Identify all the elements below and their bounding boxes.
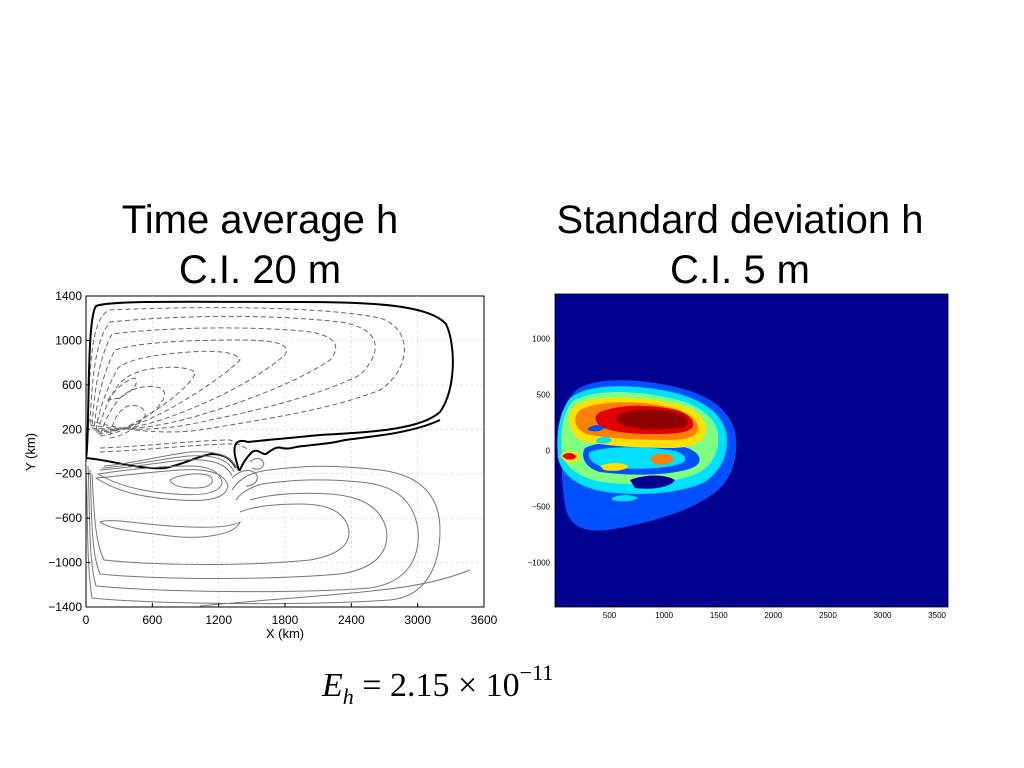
blob-orange-mid xyxy=(650,453,674,465)
left-ytick-label: 1000 xyxy=(55,333,82,347)
pos-contour-12 xyxy=(231,470,258,487)
right-xtick-label: 2500 xyxy=(819,611,837,620)
right-xtick-label: 2000 xyxy=(764,611,782,620)
blob-yellow-mid xyxy=(600,463,628,471)
left-grid xyxy=(86,296,484,607)
pos-contour-9 xyxy=(99,459,233,477)
left-title-line1: Time average h xyxy=(121,198,399,242)
equation-base: 10 xyxy=(485,667,520,704)
left-xtick-label: 0 xyxy=(83,613,90,627)
pos-contour-8 xyxy=(169,473,213,489)
right-axis-ticks: 500 1000 1500 2000 2500 3000 3500 1000 500 0 −500 −… xyxy=(528,335,947,620)
level-darkred xyxy=(616,409,688,430)
right-ytick-label: 500 xyxy=(537,391,551,400)
right-ytick-label: −500 xyxy=(532,502,551,511)
neg-contour-2 xyxy=(89,315,376,430)
neg-contour-1 xyxy=(87,307,405,433)
pos-contour-14 xyxy=(199,569,471,607)
neg-contour-7 xyxy=(99,385,166,437)
equation-equals: = xyxy=(362,667,382,704)
left-xtick-label: 1200 xyxy=(205,613,232,627)
right-title-line2: C.I. 5 m xyxy=(669,248,811,292)
pos-contour-3 xyxy=(89,469,388,579)
left-x-axis-label: X (km) xyxy=(266,626,304,641)
right-ytick-label: −1000 xyxy=(528,558,551,567)
left-ytick-label: −1400 xyxy=(48,600,82,614)
left-ytick-label: −1000 xyxy=(48,556,82,570)
neg-contour-9 xyxy=(106,377,137,401)
left-title-line2: C.I. 20 m xyxy=(178,248,342,292)
blob-cyan-left xyxy=(596,437,612,444)
left-chart-title: Time average h C.I. 20 m xyxy=(60,195,460,295)
right-chart-title: Standard deviation h C.I. 5 m xyxy=(540,195,940,295)
equation-exponent: −11 xyxy=(519,660,554,685)
equation-mantissa: 2.15 xyxy=(389,667,450,704)
pos-contour-1 xyxy=(86,461,441,605)
right-xtick-label: 1500 xyxy=(710,611,728,620)
pos-contour-7 xyxy=(97,465,223,496)
left-contour-plot: 0 600 1200 1800 2400 3000 3600 1400 1000 600 200 −2… xyxy=(23,289,498,641)
blob-dark-bottom xyxy=(630,475,675,489)
right-heatmap-plot: 500 1000 1500 2000 2500 3000 3500 1000 500 0 −500 −… xyxy=(528,293,949,620)
left-ytick-label: −200 xyxy=(55,467,82,481)
left-xtick-label: 600 xyxy=(142,613,162,627)
left-axis-ticks: 0 600 1200 1800 2400 3000 3600 1400 1000 600 200 −2… xyxy=(48,289,497,627)
right-xtick-label: 3500 xyxy=(928,611,946,620)
pos-contour-13 xyxy=(249,457,265,470)
left-xtick-label: 2400 xyxy=(338,613,365,627)
pos-contour-2 xyxy=(87,465,419,593)
equation-subscript: h xyxy=(342,684,354,709)
right-xtick-label: 1000 xyxy=(655,611,673,620)
energy-equation: Eh = 2.15 × 10−11 xyxy=(322,660,622,710)
blob-blue-left xyxy=(588,425,604,432)
neg-contour-10 xyxy=(99,439,251,451)
pos-contour-11 xyxy=(103,451,237,469)
neg-contour-4 xyxy=(93,339,287,431)
right-ytick-label: 0 xyxy=(546,447,551,456)
right-xtick-label: 3000 xyxy=(874,611,892,620)
right-filled-contours xyxy=(557,380,737,531)
equation-var: E xyxy=(322,667,343,704)
left-contours xyxy=(86,300,471,607)
neg-contour-5 xyxy=(95,350,241,433)
neg-contour-11 xyxy=(99,443,233,453)
left-xtick-label: 1800 xyxy=(272,613,299,627)
left-ytick-label: 600 xyxy=(62,378,82,392)
pos-contour-5 xyxy=(99,520,241,538)
blob-cyan-bottom xyxy=(612,495,638,502)
left-y-axis-label: Y (km) xyxy=(23,433,38,471)
pos-contour-4 xyxy=(91,473,350,565)
right-xtick-label: 500 xyxy=(603,611,617,620)
neg-contour-8 xyxy=(109,405,146,439)
pos-contour-6 xyxy=(95,469,229,501)
equation-times: × xyxy=(457,667,478,704)
right-ytick-label: 1000 xyxy=(532,335,550,344)
blob-left-red xyxy=(562,453,576,460)
left-ytick-label: 1400 xyxy=(55,289,82,303)
left-ytick-label: −600 xyxy=(55,511,82,525)
left-xtick-label: 3000 xyxy=(404,613,431,627)
left-ytick-label: 200 xyxy=(62,422,82,436)
left-xtick-label: 3600 xyxy=(471,613,498,627)
pos-contour-10 xyxy=(101,455,235,473)
right-title-line1: Standard deviation h xyxy=(556,198,924,242)
